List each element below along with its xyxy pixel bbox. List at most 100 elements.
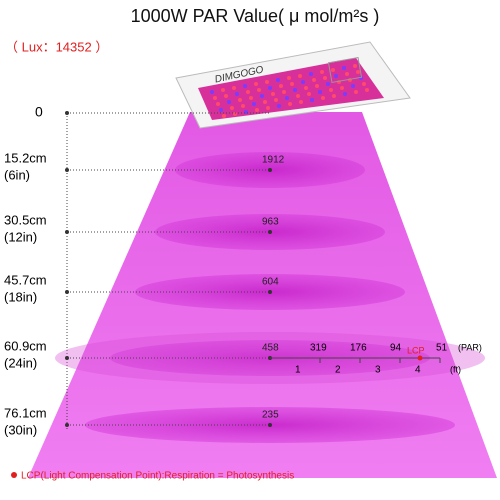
led: [235, 92, 239, 96]
led: [288, 102, 292, 106]
led: [224, 94, 228, 98]
led: [296, 94, 300, 98]
led: [354, 90, 358, 94]
level-dot: [65, 168, 69, 172]
led: [263, 100, 267, 104]
led: [293, 88, 297, 92]
led: [365, 88, 369, 92]
led: [321, 96, 325, 100]
led: [351, 84, 355, 88]
level-dot: [65, 356, 69, 360]
level-point: [268, 230, 272, 234]
led: [340, 86, 344, 90]
led: [320, 70, 324, 74]
scale-par: 319: [310, 343, 327, 354]
lcp-label: LCP: [407, 345, 425, 355]
lcp-point: [417, 355, 423, 361]
level-point: [268, 290, 272, 294]
led: [255, 108, 259, 112]
led: [243, 84, 247, 88]
led: [222, 114, 226, 118]
led: [329, 88, 333, 92]
scale-par: 176: [350, 343, 367, 354]
led: [282, 90, 286, 94]
led: [331, 68, 335, 72]
led: [342, 66, 346, 70]
led: [304, 86, 308, 90]
inch-label: (30in): [4, 422, 37, 437]
led: [310, 98, 314, 102]
distance-label: 15.2cm: [4, 150, 47, 165]
led: [257, 88, 261, 92]
lux: （ Lux：14352 ）: [5, 39, 108, 54]
title: 1000W PAR Value( μ mol/m²s ): [131, 6, 380, 26]
led: [332, 94, 336, 98]
led: [274, 98, 278, 102]
led: [298, 74, 302, 78]
led: [345, 72, 349, 76]
led: [254, 82, 258, 86]
led: [227, 100, 231, 104]
level-dot: [65, 290, 69, 294]
led: [246, 90, 250, 94]
led: [315, 84, 319, 88]
led: [318, 90, 322, 94]
scale-par: 94: [390, 343, 402, 354]
led: [232, 86, 236, 90]
led: [238, 98, 242, 102]
led: [279, 84, 283, 88]
led: [210, 90, 214, 94]
feet-unit: (ft): [450, 364, 461, 374]
distance-label: 30.5cm: [4, 212, 47, 227]
led: [271, 92, 275, 96]
distance-label: 76.1cm: [4, 405, 47, 420]
led: [301, 80, 305, 84]
inch-label: (24in): [4, 355, 37, 370]
led: [213, 96, 217, 100]
led: [359, 76, 363, 80]
led: [323, 76, 327, 80]
led: [265, 80, 269, 84]
led: [299, 100, 303, 104]
led: [309, 72, 313, 76]
led: [266, 106, 270, 110]
level-dot: [65, 230, 69, 234]
scale-feet: 4: [415, 365, 421, 376]
scale-feet: 1: [295, 365, 301, 376]
par-unit: (PAR): [458, 342, 482, 352]
led: [277, 104, 281, 108]
scale-feet: 2: [335, 365, 341, 376]
led: [241, 104, 245, 108]
level-point: [268, 168, 272, 172]
led: [356, 70, 360, 74]
distance-label: 45.7cm: [4, 272, 47, 287]
led: [285, 96, 289, 100]
par-value: 604: [262, 277, 279, 288]
led: [230, 106, 234, 110]
led: [326, 82, 330, 86]
led: [334, 74, 338, 78]
led: [307, 92, 311, 96]
led: [268, 86, 272, 90]
led: [362, 82, 366, 86]
level-point: [268, 423, 272, 427]
led: [221, 88, 225, 92]
led: [252, 102, 256, 106]
par-value: 963: [262, 217, 279, 228]
scale-feet: 3: [375, 365, 381, 376]
distance-label: 0: [35, 104, 43, 120]
led: [260, 94, 264, 98]
led: [216, 102, 220, 106]
led: [219, 108, 223, 112]
led: [290, 82, 294, 86]
led: [276, 78, 280, 82]
par-value: 458: [262, 343, 279, 354]
lamp: DIMGOGO: [175, 41, 411, 129]
par-value: 1912: [262, 155, 285, 166]
bullet: [11, 472, 17, 478]
inch-label: (12in): [4, 229, 37, 244]
footer-note: LCP(Light Compensation Point):Respiratio…: [21, 471, 294, 482]
level-dot: [65, 423, 69, 427]
led: [343, 92, 347, 96]
